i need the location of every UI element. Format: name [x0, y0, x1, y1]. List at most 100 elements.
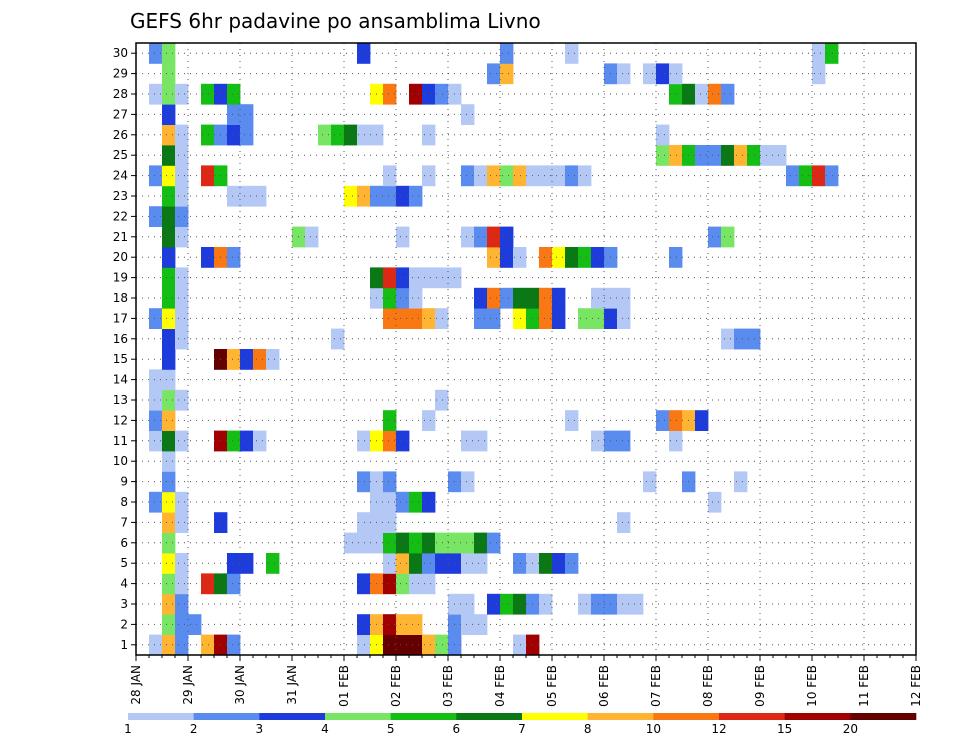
heatmap-cell — [474, 287, 488, 309]
x-tick-label: 07 FEB — [649, 665, 663, 707]
heatmap-cell — [552, 165, 566, 187]
heatmap-cell — [383, 185, 397, 207]
heatmap-cell — [357, 430, 371, 452]
legend-swatch — [259, 713, 326, 720]
heatmap-cell — [162, 185, 176, 207]
y-tick-label: 16 — [113, 332, 128, 346]
heatmap-cell — [565, 165, 579, 187]
y-tick-label: 19 — [113, 271, 128, 285]
heatmap-cell — [578, 165, 592, 187]
y-tick-label: 3 — [120, 597, 128, 611]
heatmap-cell — [656, 410, 670, 431]
heatmap-cell — [565, 553, 579, 574]
heatmap-cell — [175, 206, 189, 227]
heatmap-cell — [435, 267, 449, 289]
legend-swatch — [522, 713, 588, 720]
heatmap-cell — [409, 83, 423, 105]
heatmap-cell — [383, 553, 397, 574]
heatmap-cell — [175, 614, 189, 635]
heatmap-cell — [409, 308, 423, 329]
heatmap-cell — [162, 430, 176, 452]
heatmap-cell — [162, 451, 176, 472]
heatmap-cells — [149, 43, 839, 656]
heatmap-cell — [500, 593, 514, 615]
heatmap-cell — [383, 430, 397, 452]
heatmap-cell — [487, 63, 501, 85]
heatmap-cell — [149, 430, 163, 452]
heatmap-cell — [435, 389, 449, 411]
heatmap-cell — [474, 614, 488, 635]
legend-label: 8 — [584, 722, 592, 736]
y-tick-label: 12 — [113, 413, 128, 427]
heatmap-cell — [669, 145, 683, 166]
heatmap-cell — [591, 308, 605, 329]
heatmap-cell — [669, 430, 683, 452]
heatmap-cell — [474, 430, 488, 452]
legend-label: 5 — [387, 722, 395, 736]
legend-swatch — [653, 713, 720, 720]
y-tick-label: 22 — [113, 209, 128, 223]
heatmap-cell — [383, 491, 397, 513]
heatmap-cell — [227, 349, 241, 370]
legend-label: 1 — [124, 722, 132, 736]
heatmap-cell — [669, 63, 683, 85]
heatmap-cell — [383, 512, 397, 533]
heatmap-cell — [708, 491, 722, 513]
heatmap-cell — [591, 593, 605, 615]
heatmap-cell — [487, 247, 501, 268]
legend-label: 2 — [190, 722, 198, 736]
x-tick-label: 04 FEB — [493, 665, 507, 707]
x-tick-label: 05 FEB — [545, 665, 559, 707]
heatmap-cell — [422, 553, 436, 574]
x-tick-label: 12 FEB — [909, 665, 923, 707]
heatmap-cell — [396, 491, 410, 513]
heatmap-cell — [149, 43, 163, 64]
heatmap-cell — [357, 634, 371, 656]
heatmap-cell — [500, 287, 514, 309]
y-tick-label: 30 — [113, 46, 128, 60]
heatmap-cell — [162, 532, 176, 554]
heatmap-cell — [162, 614, 176, 635]
heatmap-cell — [578, 247, 592, 268]
heatmap-cell — [695, 145, 709, 166]
heatmap-cell — [487, 593, 501, 615]
heatmap-cell — [786, 165, 800, 187]
y-tick-label: 1 — [120, 638, 128, 652]
heatmap-cell — [357, 532, 371, 554]
y-tick-label: 28 — [113, 87, 128, 101]
heatmap-cell — [422, 83, 436, 105]
heatmap-cell — [344, 185, 358, 207]
heatmap-cell — [175, 308, 189, 329]
heatmap-cell — [435, 83, 449, 105]
heatmap-cell — [721, 83, 735, 105]
heatmap-cell — [799, 165, 813, 187]
heatmap-cell — [539, 553, 553, 574]
y-tick-label: 10 — [113, 454, 128, 468]
heatmap-cell — [409, 532, 423, 554]
x-tick-label: 03 FEB — [441, 665, 455, 707]
heatmap-cell — [721, 328, 735, 350]
heatmap-cell — [162, 287, 176, 309]
heatmap-cell — [162, 206, 176, 227]
heatmap-cell — [500, 63, 514, 85]
heatmap-cell — [565, 43, 579, 64]
y-tick-label: 23 — [113, 189, 128, 203]
heatmap-cell — [175, 634, 189, 656]
heatmap-cell — [617, 308, 631, 329]
heatmap-cell — [240, 430, 254, 452]
heatmap-cell — [435, 634, 449, 656]
heatmap-cell — [396, 532, 410, 554]
y-tick-label: 11 — [113, 434, 128, 448]
heatmap-cell — [461, 553, 475, 574]
heatmap-cell — [357, 185, 371, 207]
heatmap-cell — [812, 165, 826, 187]
heatmap-cell — [357, 471, 371, 493]
heatmap-cell — [578, 593, 592, 615]
heatmap-cell — [253, 430, 267, 452]
heatmap-cell — [422, 573, 436, 595]
heatmap-cell — [500, 226, 514, 248]
heatmap-cell — [318, 124, 332, 146]
heatmap-cell — [461, 471, 475, 493]
heatmap-cell — [396, 614, 410, 635]
heatmap-cell — [669, 410, 683, 431]
